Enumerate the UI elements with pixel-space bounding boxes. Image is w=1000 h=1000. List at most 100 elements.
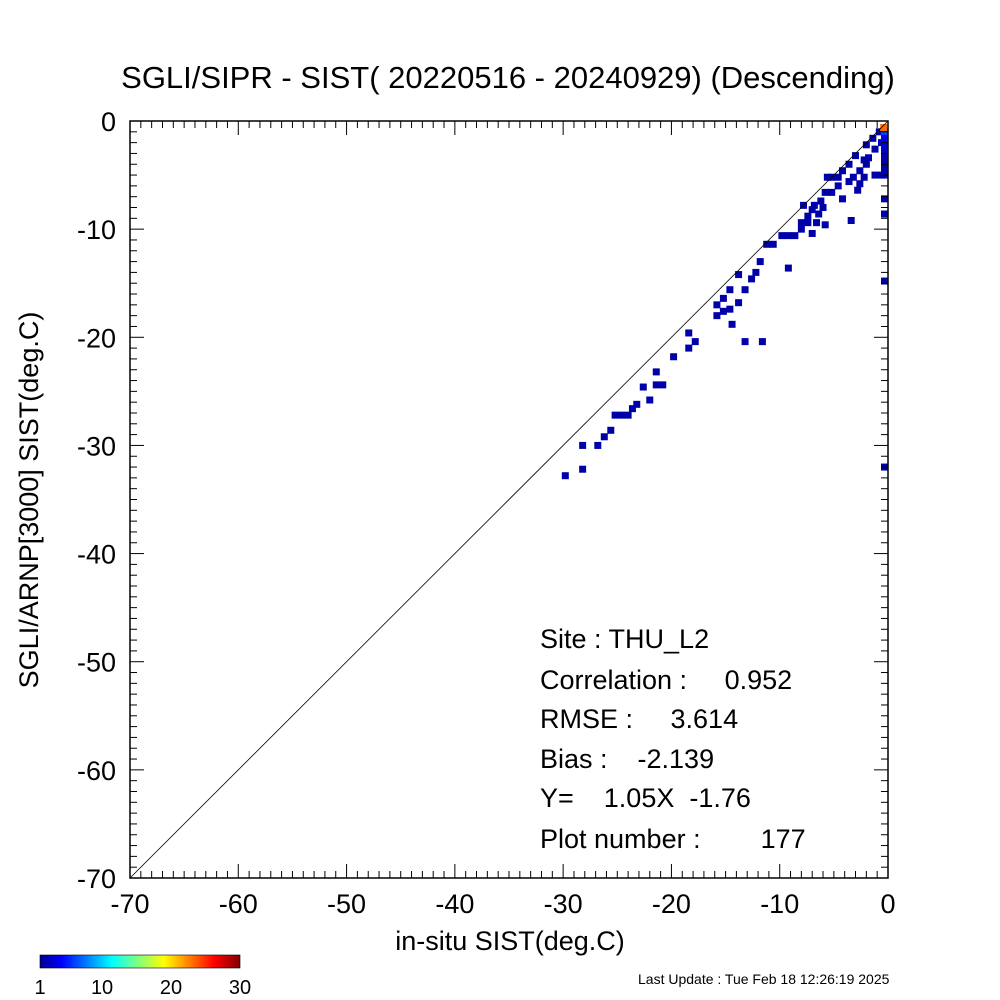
x-tick-label: -60 [219, 889, 258, 919]
y-tick-label: -20 [77, 323, 116, 353]
data-point-21 [713, 301, 721, 309]
data-point-83 [881, 141, 888, 149]
data-point-51 [817, 197, 825, 205]
data-point-18 [685, 329, 693, 337]
data-point-47 [808, 206, 816, 214]
colorbar-tick-label: 20 [160, 977, 182, 999]
data-point-64 [847, 216, 855, 224]
data-point-25 [726, 305, 734, 313]
stat-correlation: Correlation : 0.952 [540, 665, 792, 695]
data-point-48 [810, 201, 818, 209]
data-point-68 [856, 167, 864, 175]
colorbar-tick-label: 1 [34, 977, 45, 999]
data-point-84 [881, 147, 888, 155]
stat-site: Site : THU_L2 [540, 624, 709, 654]
data-point-77 [871, 171, 879, 179]
data-point-62 [845, 160, 853, 168]
stat-regression: Y= 1.05X -1.76 [540, 783, 751, 813]
data-point-38 [784, 264, 792, 272]
data-point-27 [735, 299, 743, 307]
data-point-1 [579, 465, 587, 473]
data-point-73 [862, 141, 870, 149]
x-tick-labels: -70 -60 -50 -40 -30 -20 -10 0 [110, 889, 895, 919]
data-point-10 [633, 400, 641, 408]
y-axis-label: SGLI/ARNP[3000] SIST(deg.C) [14, 312, 44, 689]
data-point-41 [797, 225, 805, 233]
y-tick-label: -10 [77, 215, 116, 245]
data-point-35 [763, 240, 771, 248]
stat-plot-number: Plot number : 177 [540, 824, 806, 854]
data-point-87 [881, 167, 888, 175]
axis-ticks [129, 120, 889, 879]
data-point-14 [652, 368, 660, 376]
data-point-54 [821, 188, 829, 196]
data-point-72 [862, 160, 870, 168]
data-point-71 [860, 173, 868, 181]
data-point-34 [758, 338, 766, 346]
chart-title: SGLI/SIPR - SIST( 20220516 - 20240929) (… [121, 60, 895, 95]
data-point-58 [834, 182, 842, 190]
data-point-16 [670, 353, 678, 361]
colorbar-labels: 1 10 20 30 [34, 977, 251, 999]
data-point-19 [691, 338, 699, 346]
y-tick-labels: 0 -10 -20 -30 -40 -50 -60 -70 [77, 107, 116, 894]
data-point-31 [748, 275, 756, 283]
data-point-6 [611, 411, 619, 419]
data-point-8 [624, 411, 632, 419]
data-point-11 [639, 383, 647, 391]
data-point-55 [823, 173, 831, 181]
data-point-56 [828, 188, 836, 196]
data-point-15 [659, 381, 667, 389]
data-point-39 [784, 232, 792, 240]
data-point-20 [713, 312, 721, 320]
data-point-17 [685, 344, 693, 352]
y-tick-label: -30 [77, 431, 116, 461]
last-update-text: Last Update : Tue Feb 18 12:26:19 2025 [638, 971, 890, 987]
data-point-76 [871, 145, 879, 153]
data-point-42 [797, 219, 805, 227]
data-point-49 [813, 219, 821, 227]
data-point-22 [719, 294, 727, 302]
data-point-61 [839, 167, 847, 175]
data-point-85 [881, 154, 888, 162]
data-point-36 [769, 240, 777, 248]
y-tick-label: 0 [101, 107, 116, 137]
x-axis-label: in-situ SIST(deg.C) [395, 926, 625, 956]
data-point-65 [849, 173, 857, 181]
x-tick-label: -30 [544, 889, 583, 919]
x-tick-label: -10 [760, 889, 799, 919]
x-tick-label: -70 [110, 889, 149, 919]
y-tick-label: -60 [77, 756, 116, 786]
x-tick-label: -40 [435, 889, 474, 919]
data-point-5 [607, 426, 615, 434]
data-point-28 [735, 271, 743, 279]
stat-bias: Bias : -2.139 [540, 744, 714, 774]
data-point-66 [852, 152, 860, 160]
data-point-7 [618, 411, 626, 419]
data-point-26 [728, 320, 736, 328]
y-tick-label: -50 [77, 648, 116, 678]
x-tick-label: -20 [652, 889, 691, 919]
data-point-60 [839, 195, 847, 203]
data-point-53 [821, 221, 829, 229]
data-point-59 [834, 173, 842, 181]
data-point-50 [815, 210, 823, 218]
data-point-78 [875, 128, 883, 136]
data-point-40 [791, 232, 799, 240]
data-point-37 [778, 232, 786, 240]
data-point-45 [804, 212, 812, 220]
y-tick-label: -40 [77, 540, 116, 570]
data-point-12 [646, 396, 654, 404]
data-point-90 [881, 210, 888, 218]
data-point-69 [856, 180, 864, 188]
colorbar-tick-label: 30 [229, 977, 251, 999]
data-point-75 [869, 134, 877, 142]
x-tick-label: -50 [327, 889, 366, 919]
data-point-67 [854, 186, 862, 194]
data-point-93 [880, 123, 888, 131]
statistics-panel: Site : THU_L2 Correlation : 0.952 RMSE :… [540, 624, 806, 854]
data-point-44 [804, 219, 812, 227]
one-to-one-line [129, 120, 889, 879]
stat-rmse: RMSE : 3.614 [540, 704, 738, 734]
